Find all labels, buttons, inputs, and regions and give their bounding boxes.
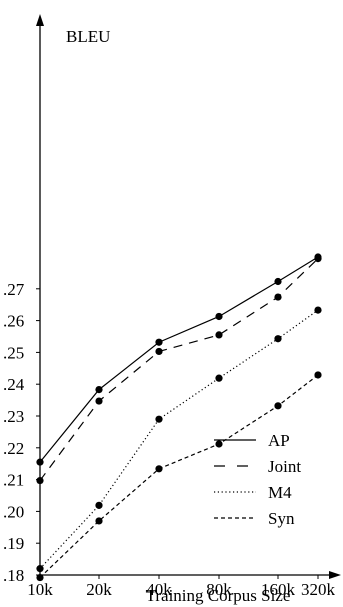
y-tick-label: .18	[3, 566, 24, 585]
y-tick-label: .20	[3, 502, 24, 521]
y-axis-arrow	[36, 14, 44, 26]
data-point-m4	[314, 306, 322, 314]
data-point-syn	[274, 402, 282, 410]
data-point-syn	[314, 371, 322, 379]
data-point-syn	[155, 465, 163, 473]
series-line-ap	[39, 256, 319, 463]
data-point-ap	[274, 277, 282, 286]
data-point-syn	[36, 573, 44, 582]
legend-label-joint: Joint	[268, 457, 301, 476]
series-line-syn	[39, 374, 319, 578]
data-point-ap	[215, 312, 223, 321]
data-point-joint	[215, 331, 223, 339]
data-point-syn	[215, 440, 223, 448]
data-point-joint	[95, 397, 103, 405]
data-point-joint	[36, 476, 44, 485]
data-point-m4	[274, 335, 282, 343]
data-point-joint	[274, 293, 282, 301]
series-line-joint	[39, 258, 319, 481]
data-point-m4	[36, 565, 44, 573]
y-tick-label: .21	[3, 471, 24, 490]
x-axis-arrow	[329, 571, 341, 579]
x-tick-label: 320k	[301, 580, 336, 599]
data-point-m4	[215, 374, 223, 382]
series-layer	[36, 253, 322, 582]
y-tick-label: .23	[3, 407, 24, 426]
y-axis-title: BLEU	[66, 27, 110, 46]
legend-label-m4: M4	[268, 483, 292, 502]
legend: AP Joint M4 Syn	[214, 431, 301, 528]
axes: .18 .19 .20 .21 .22 .23 .24 .25 .26 .27 10k 20k 40k 8…	[3, 14, 341, 599]
data-point-joint	[155, 347, 163, 356]
x-axis-title: Training Corpus Size	[146, 586, 291, 605]
y-tick-label: .27	[3, 280, 25, 299]
data-point-ap	[155, 338, 163, 346]
x-tick-label: 40k	[146, 580, 172, 599]
y-tick-label: .26	[3, 312, 24, 331]
y-tick-label: .19	[3, 534, 24, 553]
data-point-ap	[36, 458, 44, 466]
data-point-m4	[95, 501, 103, 509]
y-tick-label: .25	[3, 343, 24, 362]
data-point-ap	[95, 386, 103, 394]
data-point-syn	[95, 517, 103, 525]
x-tick-label: 20k	[86, 580, 112, 599]
legend-label-syn: Syn	[268, 509, 295, 528]
data-point-m4	[155, 415, 163, 423]
legend-label-ap: AP	[268, 431, 290, 450]
y-tick-label: .24	[3, 375, 25, 394]
x-tick-label: 10k	[27, 580, 53, 599]
y-tick-label: .22	[3, 439, 24, 458]
x-tick-label: 80k	[206, 580, 232, 599]
x-tick-label: 160k	[261, 580, 296, 599]
data-point-joint	[314, 254, 322, 263]
